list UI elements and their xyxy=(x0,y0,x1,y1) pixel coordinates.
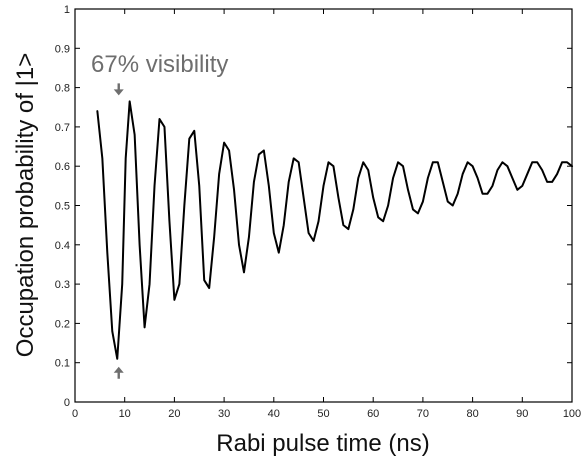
y-tick-label: 1 xyxy=(64,4,70,16)
x-tick-label: 80 xyxy=(466,408,478,420)
x-ticks: 0 10 20 30 40 50 60 70 80 90 100 xyxy=(72,9,581,420)
annotation-text: 67% visibility xyxy=(91,51,228,78)
x-tick-label: 0 xyxy=(72,408,78,420)
y-axis-label: Occupation probability of |1> xyxy=(12,53,39,357)
y-tick-label: 0.6 xyxy=(55,161,70,173)
x-tick-label: 70 xyxy=(417,408,429,420)
x-tick-label: 30 xyxy=(218,408,230,420)
x-tick-label: 90 xyxy=(516,408,528,420)
y-tick-label: 0.9 xyxy=(55,43,70,55)
series-line xyxy=(96,100,573,360)
x-tick-label: 10 xyxy=(119,408,131,420)
x-tick-label: 50 xyxy=(317,408,329,420)
y-tick-label: 0.3 xyxy=(55,279,70,291)
down-arrow-icon xyxy=(113,83,124,96)
y-tick-label: 0.8 xyxy=(55,83,70,95)
y-tick-label: 0 xyxy=(64,397,70,409)
x-tick-label: 20 xyxy=(168,408,180,420)
y-ticks: 0 0.1 0.2 0.3 0.4 0.5 0.6 0.7 0.8 0.9 1 xyxy=(55,4,572,409)
up-arrow-icon xyxy=(113,366,124,379)
y-tick-label: 0.5 xyxy=(55,201,70,213)
x-tick-label: 40 xyxy=(268,408,280,420)
x-tick-label: 60 xyxy=(367,408,379,420)
y-tick-label: 0.4 xyxy=(55,240,70,252)
y-tick-label: 0.1 xyxy=(55,358,70,370)
y-tick-label: 0.7 xyxy=(55,122,70,134)
annotation: 67% visibility xyxy=(91,51,228,379)
x-tick-label: 100 xyxy=(563,408,581,420)
plot-frame xyxy=(74,8,573,403)
x-axis-label: Rabi pulse time (ns) xyxy=(216,430,429,457)
y-tick-label: 0.2 xyxy=(55,318,70,330)
